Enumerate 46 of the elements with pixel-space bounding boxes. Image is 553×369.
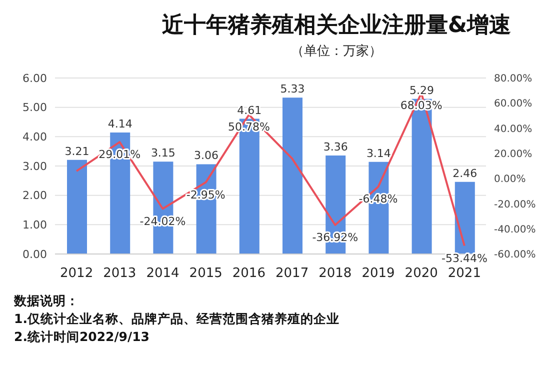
x-tick-label: 2012: [60, 266, 94, 282]
data-label: 5.33: [280, 82, 305, 96]
y2-tick-label: 20.00%: [494, 148, 532, 160]
data-label: 5.29: [410, 84, 434, 97]
data-label: 4.14: [108, 118, 132, 131]
y-tick-label: 2.00: [22, 189, 47, 202]
y-tick-label: 6.00: [22, 72, 47, 85]
y2-tick-label: 0.00%: [494, 174, 526, 186]
data-label: 4.61: [237, 104, 262, 117]
y-tick-label: 4.00: [22, 130, 47, 144]
bar: [67, 160, 87, 254]
x-tick-label: 2020: [404, 266, 438, 282]
data-label: -53.44%: [441, 252, 488, 265]
data-label: 3.06: [194, 149, 219, 162]
x-tick-label: 2015: [189, 266, 222, 282]
x-tick-label: 2016: [232, 266, 266, 282]
y-tick-label: 5.00: [22, 101, 47, 114]
y2-tick-label: 60.00%: [494, 98, 532, 110]
data-label: 2.46: [452, 166, 478, 180]
y-tick-label: 0.00: [22, 248, 47, 261]
x-tick-label: 2018: [318, 266, 352, 282]
y2-tick-label: 40.00%: [494, 124, 532, 135]
y-tick-label: 1.00: [22, 218, 47, 232]
bar: [282, 98, 302, 254]
y-tick-label: 3.00: [22, 160, 47, 173]
y2-tick-label: -20.00%: [494, 199, 536, 210]
y2-tick-label: -40.00%: [494, 224, 536, 236]
data-label: 3.36: [323, 140, 348, 154]
text: 数据说明：: [14, 292, 80, 310]
data-label: 50.78%: [228, 120, 270, 134]
chart-subtitle: （单位：万家）: [290, 43, 383, 60]
text: 1.仅统计企业名称、品牌产品、经营范围含猪养殖的企业: [14, 310, 340, 328]
x-tick-label: 2021: [448, 266, 481, 282]
text: 2.统计时间2022/9/13: [14, 328, 150, 346]
data-label: 29.01%: [98, 148, 141, 162]
data-label: 3.15: [150, 146, 176, 160]
x-tick-label: 2013: [103, 266, 136, 282]
x-tick-label: 2017: [276, 266, 309, 282]
data-label: 3.14: [366, 146, 391, 160]
x-tick-label: 2014: [146, 266, 180, 282]
bar: [454, 182, 475, 254]
data-label: 3.21: [64, 144, 90, 158]
chart-title: 近十年猪养殖相关企业注册量&增速: [160, 12, 512, 40]
y2-tick-label: -60.00%: [494, 250, 536, 261]
y2-tick-label: 80.00%: [494, 74, 532, 85]
x-tick-label: 2019: [362, 266, 395, 282]
